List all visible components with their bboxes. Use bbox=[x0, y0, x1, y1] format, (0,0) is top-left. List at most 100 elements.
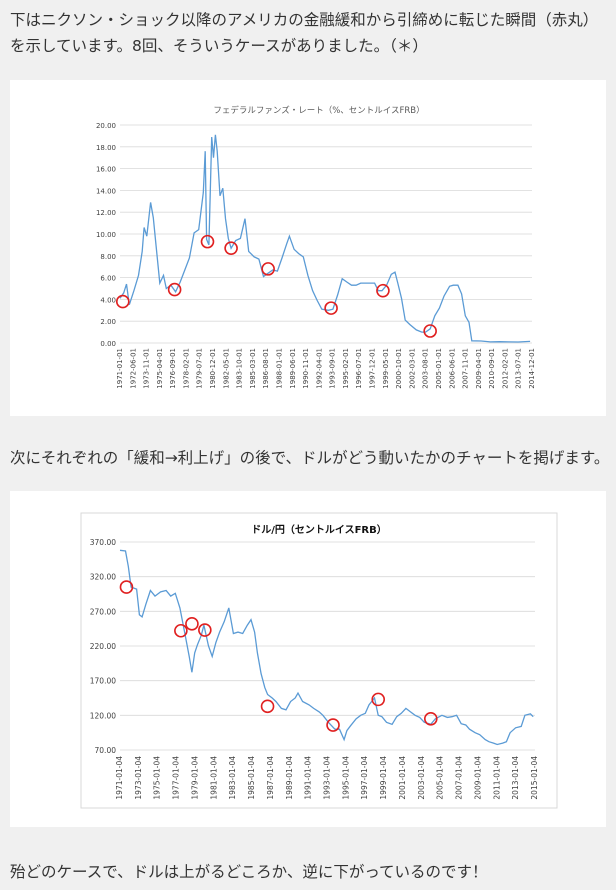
x-tick-label: 2003-01-04 bbox=[417, 756, 426, 800]
x-tick-label: 1985-03-01 bbox=[249, 348, 257, 389]
tightening-marker bbox=[423, 324, 437, 338]
y-tick-label: 70.00 bbox=[95, 746, 117, 755]
x-tick-label: 1997-12-01 bbox=[369, 348, 377, 389]
x-tick-label: 2007-01-04 bbox=[455, 756, 464, 800]
x-tick-label: 1995-01-04 bbox=[341, 756, 350, 800]
x-tick-label: 2000-10-01 bbox=[395, 348, 403, 389]
y-tick-label: 370.00 bbox=[90, 538, 116, 547]
x-tick-label: 1985-01-04 bbox=[247, 756, 256, 800]
x-tick-label: 2007-11-01 bbox=[462, 348, 470, 389]
x-tick-label: 1983-10-01 bbox=[236, 348, 244, 389]
x-tick-label: 1993-01-04 bbox=[323, 756, 332, 800]
x-tick-label: 1977-01-04 bbox=[172, 756, 181, 800]
x-tick-label: 1981-01-04 bbox=[209, 756, 218, 800]
tightening-marker bbox=[371, 692, 386, 707]
x-tick-label: 1972-06-01 bbox=[129, 348, 137, 389]
usd-jpy-chart-panel: ドル/円（セントルイスFRB） 370.00 320.00 270.00 220.00… bbox=[10, 491, 606, 827]
x-tick-label: 1971-01-04 bbox=[115, 756, 124, 800]
conclusion-paragraph: 殆どのケースで、ドルは上がるどころか、逆に下がっているのです！ bbox=[10, 863, 488, 881]
chart-frame bbox=[80, 512, 558, 809]
intro-paragraph: 下はニクソン・ショック以降のアメリカの金融緩和から引締めに転じた瞬間（赤丸）を示… bbox=[10, 11, 599, 55]
y-tick-label: 120.00 bbox=[90, 711, 116, 720]
x-tick-label: 2012-02-01 bbox=[501, 348, 509, 389]
x-tick-label: 2001-01-04 bbox=[398, 756, 407, 800]
x-tick-label: 1982-05-01 bbox=[222, 348, 230, 389]
x-tick-label: 2015-01-04 bbox=[530, 756, 539, 800]
x-tick-label: 1988-01-01 bbox=[275, 348, 283, 389]
y-tick-label: 16.00 bbox=[96, 166, 116, 174]
y-tick-label: 14.00 bbox=[96, 187, 116, 195]
x-tick-label: 1989-01-04 bbox=[285, 756, 294, 800]
x-tick-label: 1973-01-04 bbox=[134, 756, 143, 800]
tightening-marker bbox=[260, 699, 275, 714]
x-tick-label: 1990-11-01 bbox=[302, 348, 310, 389]
y-tick-label: 4.00 bbox=[100, 296, 116, 304]
y-tick-label: 8.00 bbox=[100, 253, 116, 261]
y-tick-label: 6.00 bbox=[100, 275, 116, 283]
x-tick-label: 2002-03-01 bbox=[408, 348, 416, 389]
tightening-marker bbox=[200, 234, 215, 249]
y-tick-label: 270.00 bbox=[90, 607, 116, 616]
x-tick-label: 2009-04-01 bbox=[475, 348, 483, 389]
tightening-marker bbox=[119, 580, 134, 594]
x-tick-label: 2011-01-04 bbox=[492, 756, 501, 800]
x-tick-label: 1992-04-01 bbox=[315, 348, 323, 389]
y-tick-label: 18.00 bbox=[96, 144, 116, 152]
chart-title: フェデラルファンズ・レート（%、セントルイスFRB） bbox=[213, 105, 424, 116]
x-tick-label: 2013-07-01 bbox=[515, 348, 523, 389]
x-tick-label: 2005-01-04 bbox=[436, 756, 445, 800]
fed-funds-rate-chart-panel: フェデラルファンズ・レート（%、セントルイスFRB） 20.00 18.00 16.… bbox=[10, 80, 606, 416]
y-tick-label: 220.00 bbox=[90, 642, 116, 651]
y-tick-label: 320.00 bbox=[90, 573, 116, 582]
x-tick-label: 1991-01-04 bbox=[304, 756, 313, 800]
usd-jpy-series bbox=[119, 549, 534, 746]
x-tick-label: 1987-01-04 bbox=[266, 756, 275, 800]
x-tick-label: 2006-06-01 bbox=[448, 348, 456, 389]
x-tick-label: 2014-12-01 bbox=[528, 348, 536, 389]
y-tick-label: 20.00 bbox=[96, 122, 116, 130]
tightening-marker bbox=[324, 301, 338, 315]
x-tick-label: 1973-11-01 bbox=[143, 348, 151, 389]
x-tick-label: 1996-07-01 bbox=[355, 348, 363, 389]
usd-jpy-chart: ドル/円（セントルイスFRB） 370.00 320.00 270.00 220.00… bbox=[80, 512, 558, 809]
x-tick-label: 1975-01-04 bbox=[153, 756, 162, 800]
y-tick-label: 170.00 bbox=[90, 677, 116, 686]
y-tick-label: 10.00 bbox=[96, 231, 116, 239]
x-tick-label: 1983-01-04 bbox=[228, 756, 237, 800]
x-tick-label: 1989-06-01 bbox=[289, 348, 297, 389]
y-tick-label: 2.00 bbox=[100, 318, 116, 326]
x-tick-label: 2010-09-01 bbox=[488, 348, 496, 389]
x-tick-label: 2009-01-04 bbox=[473, 756, 482, 800]
tightening-marker bbox=[376, 283, 390, 298]
tightening-marker bbox=[198, 623, 212, 637]
x-tick-label: 1971-01-01 bbox=[116, 348, 124, 389]
tightening-marker bbox=[167, 282, 182, 297]
y-tick-label: 0.00 bbox=[100, 340, 116, 348]
fed-funds-rate-chart: フェデラルファンズ・レート（%、セントルイスFRB） 20.00 18.00 16.… bbox=[96, 105, 536, 389]
x-tick-label: 1980-12-01 bbox=[209, 348, 217, 389]
x-tick-label: 1999-05-01 bbox=[382, 348, 390, 389]
x-tick-label: 1976-09-01 bbox=[169, 348, 177, 389]
x-tick-label: 1997-01-04 bbox=[360, 756, 369, 800]
x-tick-label: 1975-04-01 bbox=[156, 348, 164, 389]
transition-paragraph: 次にそれぞれの「緩和→利上げ」の後で、ドルがどう動いたかのチャートを掲げます。 bbox=[10, 449, 610, 467]
y-tick-label: 12.00 bbox=[96, 209, 116, 217]
tightening-marker bbox=[115, 294, 130, 309]
tightening-marker bbox=[174, 623, 188, 638]
tightening-marker bbox=[185, 617, 199, 631]
x-tick-label: 2005-01-01 bbox=[435, 348, 443, 389]
tightening-marker bbox=[261, 262, 275, 276]
x-tick-label: 1986-08-01 bbox=[262, 348, 270, 389]
x-tick-label: 1995-02-01 bbox=[342, 348, 350, 389]
x-tick-label: 1979-01-04 bbox=[190, 756, 199, 800]
x-tick-label: 2003-08-01 bbox=[422, 348, 430, 389]
x-tick-label: 1979-07-01 bbox=[196, 348, 204, 389]
chart-title: ドル/円（セントルイスFRB） bbox=[251, 523, 387, 536]
x-tick-label: 2013-01-04 bbox=[511, 756, 520, 800]
x-tick-label: 1993-09-01 bbox=[329, 348, 337, 389]
x-tick-label: 1978-02-01 bbox=[182, 348, 190, 389]
tightening-marker bbox=[224, 241, 238, 255]
x-tick-label: 1999-01-04 bbox=[379, 756, 388, 800]
tightening-marker bbox=[326, 718, 340, 732]
tightening-marker bbox=[423, 712, 438, 726]
